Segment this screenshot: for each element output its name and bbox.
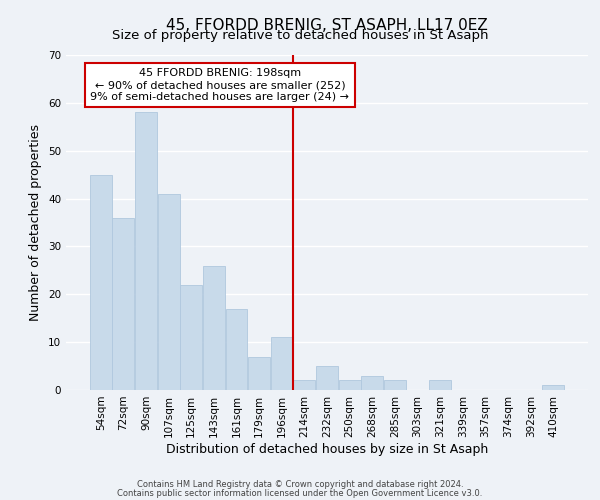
Bar xyxy=(90,174,112,390)
X-axis label: Distribution of detached houses by size in St Asaph: Distribution of detached houses by size … xyxy=(166,442,488,456)
Bar xyxy=(135,112,157,390)
Bar xyxy=(203,266,225,390)
Y-axis label: Number of detached properties: Number of detached properties xyxy=(29,124,43,321)
Bar xyxy=(248,356,270,390)
Bar xyxy=(226,308,247,390)
Bar xyxy=(180,284,202,390)
Bar xyxy=(293,380,316,390)
Title: 45, FFORDD BRENIG, ST ASAPH, LL17 0EZ: 45, FFORDD BRENIG, ST ASAPH, LL17 0EZ xyxy=(166,18,488,33)
Text: Contains public sector information licensed under the Open Government Licence v3: Contains public sector information licen… xyxy=(118,488,482,498)
Bar xyxy=(542,385,564,390)
Bar xyxy=(158,194,179,390)
Bar xyxy=(338,380,361,390)
Text: 45 FFORDD BRENIG: 198sqm
← 90% of detached houses are smaller (252)
9% of semi-d: 45 FFORDD BRENIG: 198sqm ← 90% of detach… xyxy=(91,68,349,102)
Bar xyxy=(271,338,293,390)
Text: Size of property relative to detached houses in St Asaph: Size of property relative to detached ho… xyxy=(112,28,488,42)
Text: Contains HM Land Registry data © Crown copyright and database right 2024.: Contains HM Land Registry data © Crown c… xyxy=(137,480,463,489)
Bar xyxy=(112,218,134,390)
Bar xyxy=(361,376,383,390)
Bar xyxy=(384,380,406,390)
Bar xyxy=(429,380,451,390)
Bar xyxy=(316,366,338,390)
